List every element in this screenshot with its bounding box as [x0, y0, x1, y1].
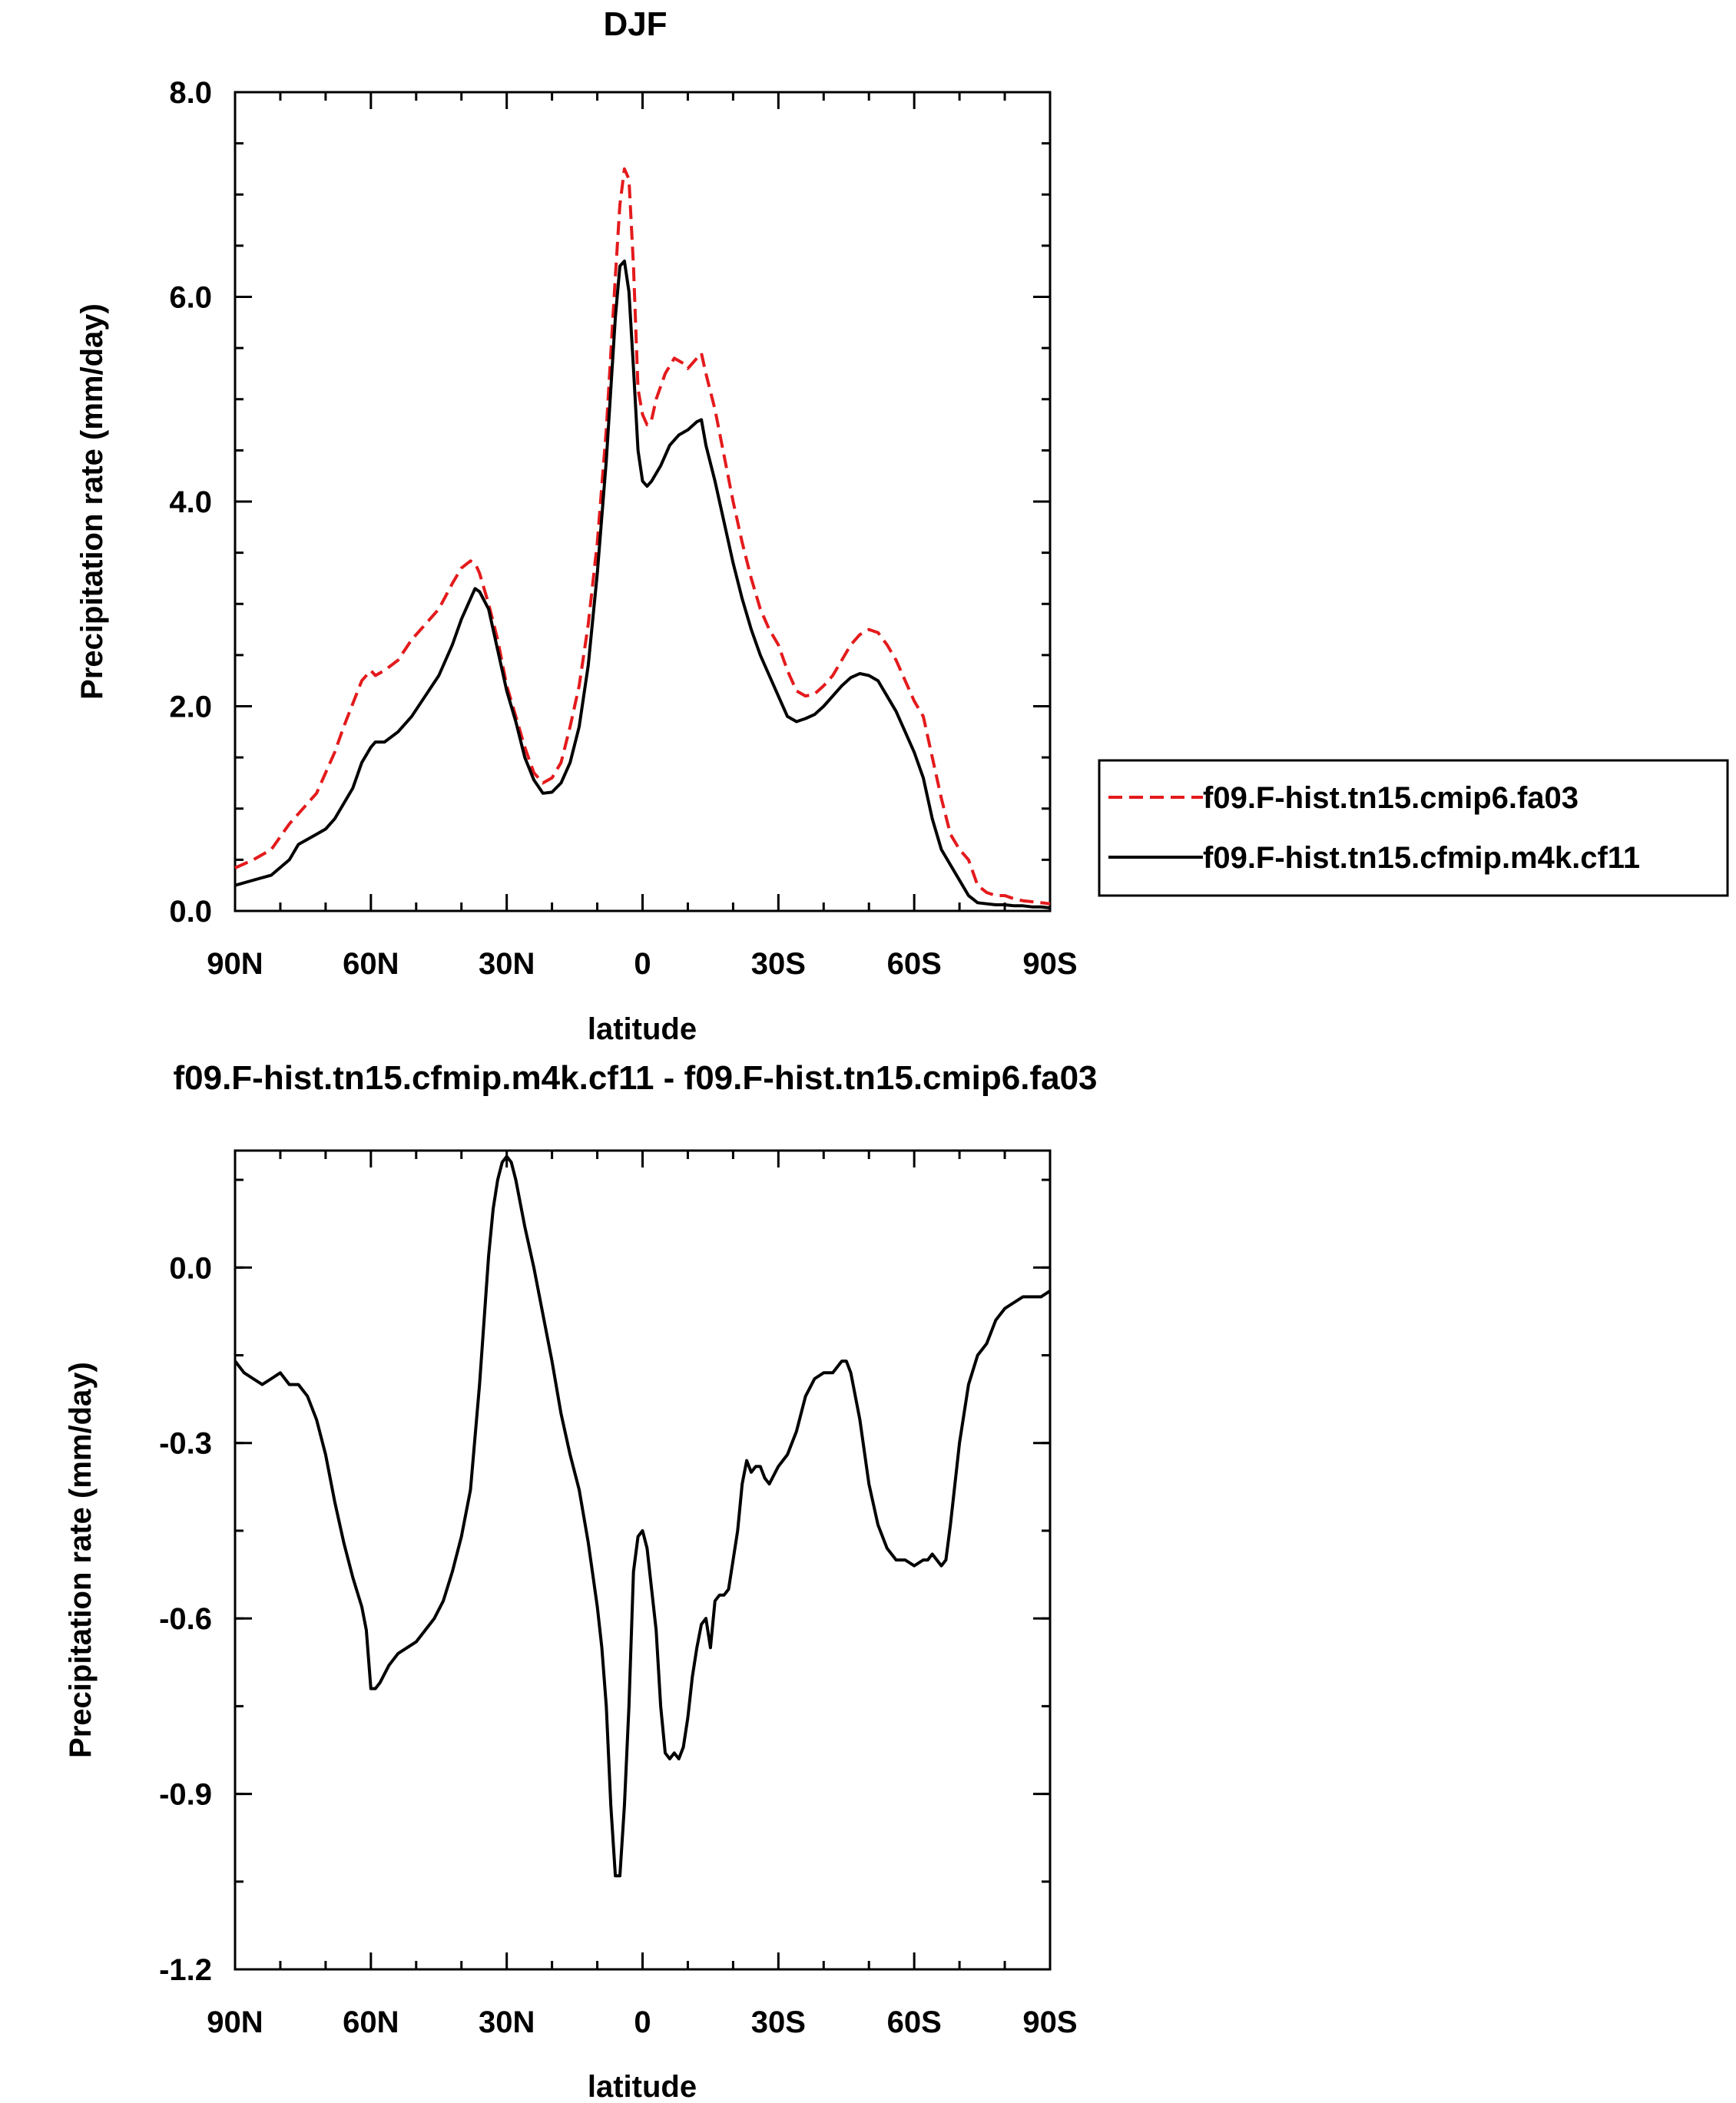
y-tick-label: -1.2: [159, 1953, 212, 1987]
x-tick-label: 90S: [1022, 947, 1077, 981]
x-tick-label: 60N: [343, 947, 399, 981]
x-tick-label: 90N: [207, 947, 263, 981]
x-tick-label: 90N: [207, 2005, 263, 2039]
x-tick-label: 30N: [479, 947, 535, 981]
y-tick-label: 6.0: [169, 281, 212, 315]
diff-x-ticks: 90N 60N 30N 0 30S 60S 90S: [207, 1151, 1078, 2039]
diff-chart-title: f09.F-hist.tn15.cfmip.m4k.cf11 - f09.F-h…: [173, 1059, 1097, 1097]
x-tick-label: 60S: [887, 947, 942, 981]
series-line-cf11: [234, 259, 1051, 909]
legend-box: [1098, 759, 1729, 897]
x-axis-title: latitude: [588, 1012, 697, 1046]
diff-y-axis-title: Precipitation rate (mm/day): [64, 1362, 98, 1758]
y-ticks: 0.0 2.0 4.0 6.0 8.0: [169, 76, 1050, 929]
x-tick-label: 60S: [887, 2005, 942, 2039]
y-tick-label: 0.0: [169, 1251, 212, 1285]
x-tick-label: 30S: [751, 2005, 806, 2039]
y-axis-title: Precipitation rate (mm/day): [75, 303, 109, 700]
plot-frame: [234, 91, 1052, 912]
x-tick-label: 0: [634, 947, 651, 981]
x-tick-label: 90S: [1022, 2005, 1077, 2039]
x-tick-label: 30S: [751, 947, 806, 981]
diff-y-ticks: -1.2 -0.9 -0.6 -0.3 0.0: [159, 1178, 1050, 1987]
x-tick-label: 60N: [343, 2005, 399, 2039]
x-ticks: 90N 60N 30N 0 30S 60S 90S: [207, 92, 1078, 981]
y-tick-label: -0.3: [159, 1427, 212, 1461]
diff-x-axis-title: latitude: [588, 2070, 697, 2103]
difference-line: [234, 1154, 1052, 1878]
y-tick-label: -0.6: [159, 1602, 212, 1636]
legend: f09.F-hist.tn15.cmip6.fa03 f09.F-hist.tn…: [1098, 759, 1729, 897]
top-panel: DJF 90N 60N 30N 0 30S 60S 90S 0.02.04.06.08.0 …: [75, 5, 1729, 1046]
y-tick-label: 0.0: [169, 895, 212, 929]
x-tick-label: 0: [634, 2005, 651, 2039]
legend-label-cf11: f09.F-hist.tn15.cfmip.m4k.cf11: [1203, 841, 1640, 875]
bottom-panel: f09.F-hist.tn15.cfmip.m4k.cf11 - f09.F-h…: [64, 1059, 1098, 2103]
y-tick-label: 2.0: [169, 691, 212, 724]
y-tick-label: -0.9: [159, 1778, 212, 1812]
chart-title: DJF: [603, 5, 667, 43]
legend-label-fa03: f09.F-hist.tn15.cmip6.fa03: [1203, 781, 1579, 815]
y-tick-label: 8.0: [169, 76, 212, 110]
series-line-fa03: [234, 167, 1051, 906]
x-tick-label: 30N: [479, 2005, 535, 2039]
y-tick-label: 4.0: [169, 485, 212, 519]
